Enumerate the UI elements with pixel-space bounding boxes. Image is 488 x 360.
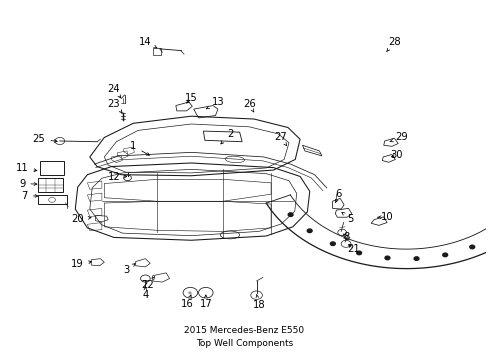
Text: 4: 4 <box>142 287 148 300</box>
Text: 19: 19 <box>71 259 91 269</box>
Text: 10: 10 <box>377 212 393 222</box>
Circle shape <box>469 245 474 249</box>
Text: 16: 16 <box>181 295 193 309</box>
Circle shape <box>442 253 447 257</box>
Text: 17: 17 <box>199 295 212 309</box>
Text: 27: 27 <box>274 132 286 146</box>
Text: 15: 15 <box>184 94 197 103</box>
Text: 8: 8 <box>342 232 348 242</box>
Circle shape <box>306 229 311 233</box>
Circle shape <box>384 256 389 260</box>
Text: 24: 24 <box>107 84 121 98</box>
Circle shape <box>413 257 418 260</box>
Text: 1: 1 <box>130 141 149 155</box>
Circle shape <box>330 242 335 246</box>
Text: 14: 14 <box>139 37 157 48</box>
Text: 5: 5 <box>341 212 353 224</box>
Text: 9: 9 <box>19 179 37 189</box>
Text: 13: 13 <box>206 97 224 109</box>
Text: 11: 11 <box>16 163 37 173</box>
Text: 2: 2 <box>221 129 233 144</box>
Text: 3: 3 <box>122 264 135 275</box>
Text: 12: 12 <box>107 172 126 182</box>
Circle shape <box>287 213 292 216</box>
Circle shape <box>356 251 361 255</box>
Text: 22: 22 <box>141 277 155 289</box>
Text: 29: 29 <box>389 132 407 143</box>
Text: 20: 20 <box>71 214 91 224</box>
Text: 25: 25 <box>33 134 57 144</box>
Text: 2015 Mercedes-Benz E550: 2015 Mercedes-Benz E550 <box>184 326 304 335</box>
Text: 26: 26 <box>243 99 255 112</box>
Text: 28: 28 <box>386 37 400 52</box>
Text: 23: 23 <box>107 99 122 113</box>
Text: 21: 21 <box>346 244 359 254</box>
Text: 6: 6 <box>335 189 341 202</box>
Text: 18: 18 <box>252 294 265 310</box>
Text: 30: 30 <box>390 150 402 160</box>
Text: Top Well Components: Top Well Components <box>196 338 292 347</box>
Text: 7: 7 <box>21 191 38 201</box>
